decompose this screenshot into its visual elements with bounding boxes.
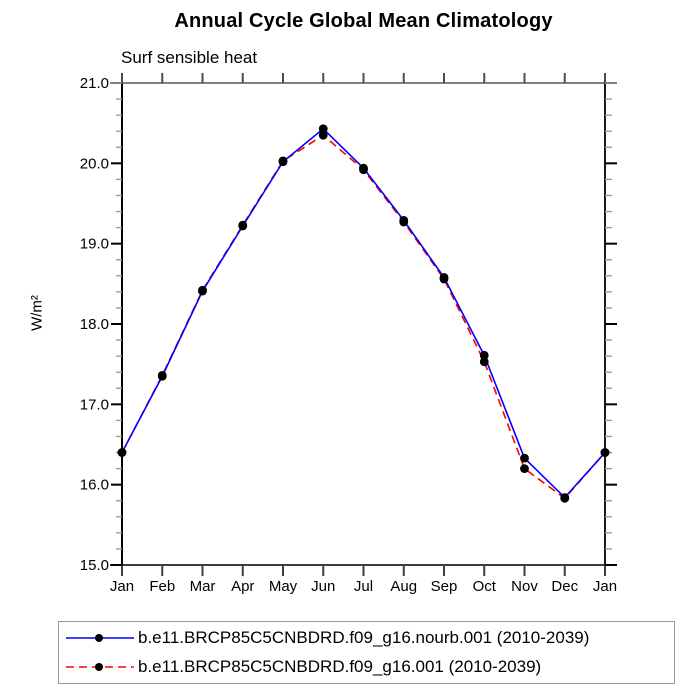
data-point xyxy=(479,350,489,360)
x-tick-label: Mar xyxy=(190,578,216,595)
legend-item-urban: b.e11.BRCP85C5CNBDRD.f09_g16.001 (2010-2… xyxy=(66,654,674,680)
chart-subtitle: Surf sensible heat xyxy=(121,48,258,67)
legend-line-dashed-icon xyxy=(66,663,134,671)
x-tick-label: Apr xyxy=(231,578,254,595)
x-tick-label: Oct xyxy=(473,578,497,595)
data-point xyxy=(117,448,127,457)
legend: b.e11.BRCP85C5CNBDRD.f09_g16.nourb.001 (… xyxy=(58,621,675,684)
legend-item-nourb: b.e11.BRCP85C5CNBDRD.f09_g16.nourb.001 (… xyxy=(66,625,674,651)
y-tick-label: 21.0 xyxy=(80,75,109,92)
legend-line-solid-icon xyxy=(66,634,134,642)
x-tick-label: Jun xyxy=(311,578,335,595)
x-tick-label: Aug xyxy=(390,578,417,595)
x-tick-label: Dec xyxy=(551,578,578,595)
data-point xyxy=(520,464,529,473)
x-tick-label: Jan xyxy=(593,578,617,595)
x-tick-label: Sep xyxy=(431,578,458,595)
data-point xyxy=(439,274,449,284)
data-point xyxy=(157,371,167,380)
data-point xyxy=(318,124,328,134)
y-tick-label: 17.0 xyxy=(80,396,109,413)
data-point xyxy=(318,130,328,140)
x-tick-label: May xyxy=(269,578,298,595)
data-point xyxy=(198,285,207,295)
x-tick-label: Jul xyxy=(354,578,373,595)
data-point xyxy=(520,453,529,463)
y-tick-label: 19.0 xyxy=(80,236,109,253)
x-tick-label: Nov xyxy=(511,578,538,595)
data-point xyxy=(479,357,489,367)
legend-label: b.e11.BRCP85C5CNBDRD.f09_g16.nourb.001 (… xyxy=(138,628,590,647)
y-tick-label: 20.0 xyxy=(80,155,109,172)
chart-title: Annual Cycle Global Mean Climatology xyxy=(174,10,553,32)
data-point xyxy=(278,156,288,166)
data-point xyxy=(600,448,610,457)
y-tick-label: 18.0 xyxy=(80,316,109,333)
x-tick-label: Feb xyxy=(149,578,175,595)
data-point xyxy=(399,217,409,227)
series-line-dashed xyxy=(121,134,606,500)
data-point xyxy=(359,165,368,175)
y-tick-label: 15.0 xyxy=(80,557,109,574)
series-line-solid xyxy=(121,127,606,499)
legend-label: b.e11.BRCP85C5CNBDRD.f09_g16.001 (2010-2… xyxy=(138,657,542,676)
x-tick-label: Jan xyxy=(110,578,134,595)
data-point xyxy=(560,493,570,503)
y-tick-label: 16.0 xyxy=(80,477,109,494)
data-point xyxy=(238,220,248,230)
